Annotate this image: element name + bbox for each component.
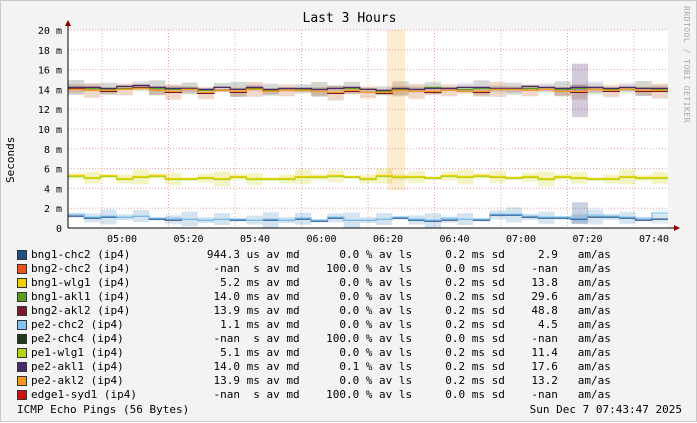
legend-series-name: edge1-syd1 (ip4) xyxy=(31,388,137,401)
legend-series-stats: 13.9 ms av md 0.0 % av ls 0.2 ms sd 13.2… xyxy=(187,374,611,387)
series-line xyxy=(68,212,668,221)
series-line xyxy=(68,87,668,93)
x-tick-label: 05:20 xyxy=(173,234,203,245)
x-tick-label: 06:20 xyxy=(373,234,403,245)
legend-swatch xyxy=(17,390,27,400)
legend-swatch xyxy=(17,250,27,260)
legend-swatch xyxy=(17,292,27,302)
legend-swatch xyxy=(17,264,27,274)
footer-description: ICMP Echo Pings (56 Bytes) xyxy=(17,403,190,416)
legend-swatch xyxy=(17,362,27,372)
legend-series-stats: 14.0 ms av md 0.1 % av ls 0.2 ms sd 17.6… xyxy=(187,360,611,373)
series-line xyxy=(68,84,668,91)
legend-series-stats: 5.2 ms av md 0.0 % av ls 0.2 ms sd 13.8 … xyxy=(187,276,611,289)
legend-series-name: bng1-chc2 (ip4) xyxy=(31,248,131,261)
legend-series-stats: 14.0 ms av md 0.0 % av ls 0.2 ms sd 29.6… xyxy=(187,290,611,303)
x-tick-label: 07:20 xyxy=(572,234,602,245)
watermark: RRDTOOL / TOBI OETIKER xyxy=(682,6,691,123)
x-tick-label: 05:40 xyxy=(240,234,270,245)
legend-swatch xyxy=(17,334,27,344)
y-tick-label: 2 m xyxy=(44,204,62,215)
legend-series-stats: 5.1 ms av md 0.0 % av ls 0.2 ms sd 11.4 … xyxy=(187,346,611,359)
x-tick-label: 07:00 xyxy=(506,234,536,245)
legend-swatch xyxy=(17,376,27,386)
series-line xyxy=(68,175,668,181)
spike-band xyxy=(572,63,588,118)
legend-swatch xyxy=(17,348,27,358)
legend-series-stats: -nan s av md 100.0 % av ls 0.0 ms sd -na… xyxy=(187,388,611,401)
legend-series-stats: -nan s av md 100.0 % av ls 0.0 ms sd -na… xyxy=(187,332,611,345)
legend-series-name: pe2-chc2 (ip4) xyxy=(31,318,124,331)
legend-series-name: bng2-akl2 (ip4) xyxy=(31,304,131,317)
y-tick-label: 6 m xyxy=(44,165,62,176)
y-tick-label: 12 m xyxy=(38,105,62,116)
legend-series-name: pe2-akl1 (ip4) xyxy=(31,360,124,373)
legend-series-name: bng1-wlg1 (ip4) xyxy=(31,276,131,289)
footer-timestamp: Sun Dec 7 07:43:47 2025 xyxy=(529,403,682,416)
legend-swatch xyxy=(17,306,27,316)
y-tick-label: 10 m xyxy=(38,125,62,136)
x-tick-label: 05:00 xyxy=(107,234,137,245)
y-tick-label: 14 m xyxy=(38,85,62,96)
y-tick-label: 16 m xyxy=(38,66,62,77)
y-tick-label: 0 xyxy=(56,224,62,235)
y-tick-label: 8 m xyxy=(44,145,62,156)
y-axis-arrow xyxy=(65,20,71,26)
x-tick-label: 07:40 xyxy=(639,234,669,245)
x-axis-arrow xyxy=(674,225,680,231)
legend-series-name: pe1-wlg1 (ip4) xyxy=(31,346,124,359)
legend-swatch xyxy=(17,320,27,330)
x-tick-label: 06:00 xyxy=(306,234,336,245)
legend-series-stats: -nan s av md 100.0 % av ls 0.0 ms sd -na… xyxy=(187,262,611,275)
legend-swatch xyxy=(17,278,27,288)
legend-series-name: pe2-akl2 (ip4) xyxy=(31,374,124,387)
y-tick-label: 20 m xyxy=(38,26,62,37)
legend-series-stats: 1.1 ms av md 0.0 % av ls 0.2 ms sd 4.5 a… xyxy=(187,318,611,331)
legend-series-name: bng1-akl1 (ip4) xyxy=(31,290,131,303)
legend-series-name: pe2-chc4 (ip4) xyxy=(31,332,124,345)
spike-band xyxy=(387,30,405,191)
legend-series-stats: 13.9 ms av md 0.0 % av ls 0.2 ms sd 48.8… xyxy=(187,304,611,317)
legend-series-name: bng2-chc2 (ip4) xyxy=(31,262,131,275)
spike-band xyxy=(572,202,588,225)
chart-title: Last 3 Hours xyxy=(302,11,397,26)
x-tick-label: 06:40 xyxy=(439,234,469,245)
y-tick-label: 18 m xyxy=(38,46,62,57)
y-tick-label: 4 m xyxy=(44,184,62,195)
legend-series-stats: 944.3 us av md 0.0 % av ls 0.2 ms sd 2.9… xyxy=(187,248,611,261)
